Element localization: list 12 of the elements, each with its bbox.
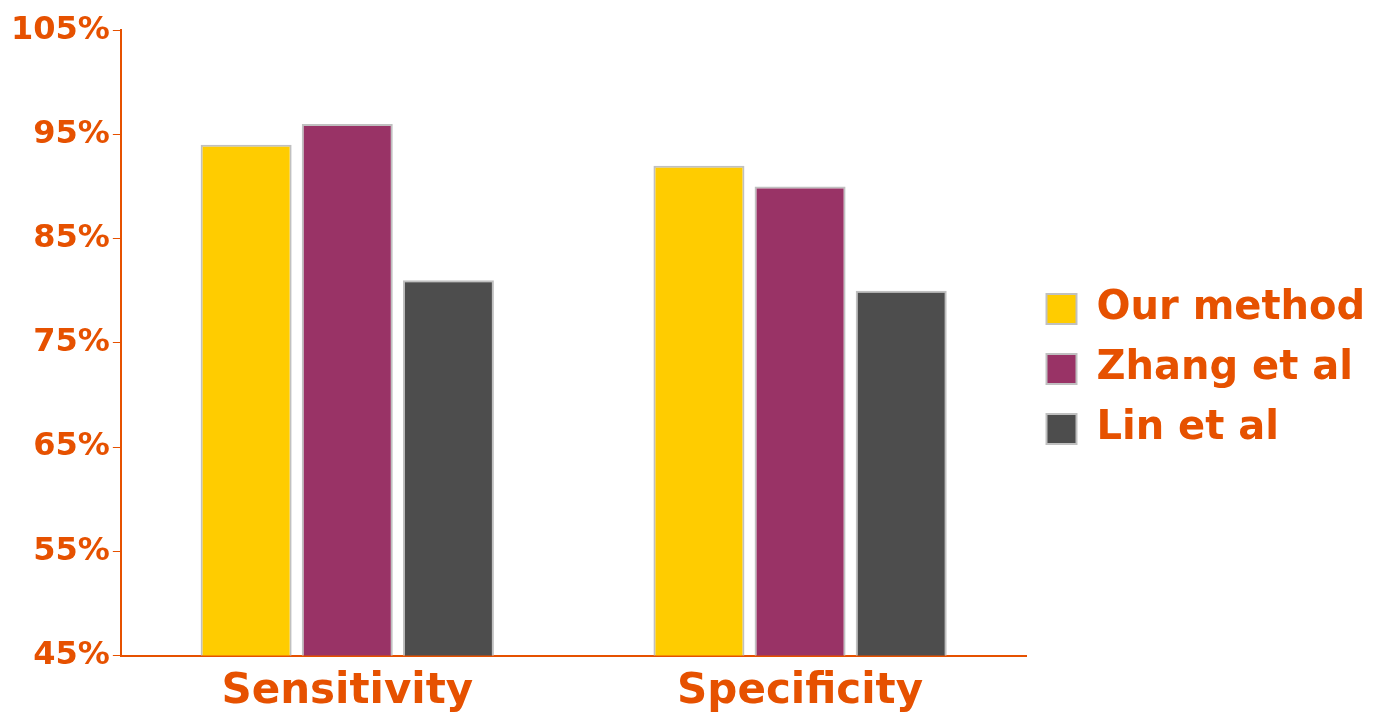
legend-label: Lin et al [1096, 402, 1279, 449]
y-tick-label: 95% [33, 112, 110, 151]
y-tick-label: 65% [33, 425, 110, 464]
legend-label: Zhang et al [1096, 342, 1353, 389]
y-tick-label: 85% [33, 216, 110, 255]
legend-label: Our method [1096, 282, 1366, 329]
x-tick-label: Sensitivity [221, 663, 474, 713]
y-tick-label: 45% [33, 633, 110, 672]
y-tick-label: 55% [33, 529, 110, 568]
y-tick-label: 105% [11, 8, 110, 47]
x-tick-label: Specificity [677, 663, 924, 713]
y-tick-label: 75% [33, 321, 110, 360]
